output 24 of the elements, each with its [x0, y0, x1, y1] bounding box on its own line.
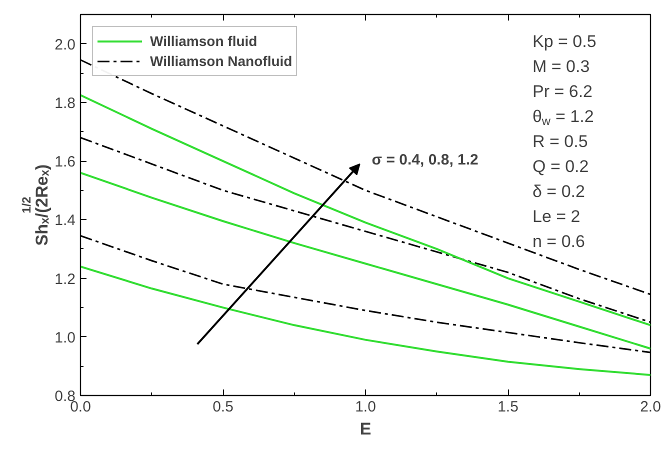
- annotation: M = 0.3: [532, 57, 590, 76]
- x-tick-label: 1.0: [355, 398, 376, 416]
- y-tick-label: 1.2: [54, 270, 76, 288]
- y-tick-label: 1.0: [54, 329, 76, 346]
- x-axis-title: E: [360, 420, 372, 438]
- annotation: σ = 0.4, 0.8, 1.2: [372, 151, 478, 168]
- y-axis-title: Shₓ/(2Reₓ)1/2: [20, 164, 52, 246]
- annotation: Pr = 6.2: [532, 82, 593, 101]
- annotation: δ = 0.2: [532, 182, 585, 201]
- x-tick-label: 0.5: [212, 398, 234, 416]
- line-series: [80, 266, 650, 376]
- y-tick-label: 1.4: [54, 212, 76, 230]
- annotation: Q = 0.2: [532, 157, 589, 176]
- x-tick-label: 1.5: [498, 398, 518, 416]
- y-tick-label: 1.6: [54, 154, 76, 171]
- legend-label: Williamson fluid: [150, 33, 258, 49]
- y-tick-label: 1.8: [54, 94, 76, 112]
- y-tick-label: 2.0: [54, 36, 76, 54]
- x-tick-label: 2.0: [640, 398, 661, 416]
- annotation: Le = 2: [532, 207, 580, 226]
- annotation: n = 0.6: [532, 232, 585, 251]
- annotation: Kp = 0.5: [532, 32, 596, 51]
- legend-label: Williamson Nanofluid: [150, 53, 292, 69]
- annotation: R = 0.5: [532, 132, 588, 151]
